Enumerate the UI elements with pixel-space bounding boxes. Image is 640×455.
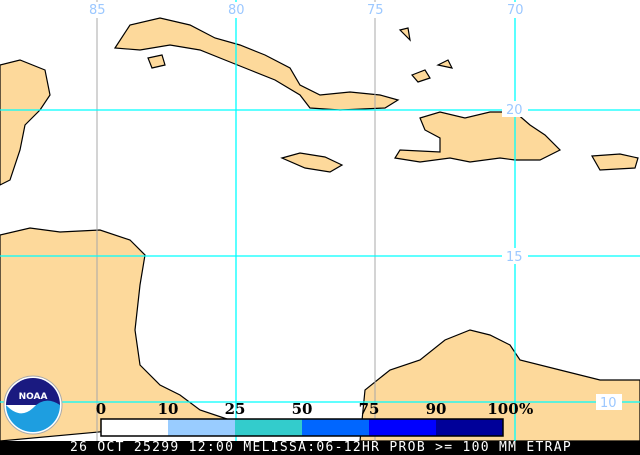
- land-bahamas: [398, 27, 454, 83]
- legend-label: 50: [292, 400, 313, 418]
- noaa-logo: NOAA: [3, 375, 63, 435]
- logo-text: NOAA: [19, 392, 48, 402]
- land-hispaniola: [394, 111, 562, 163]
- legend-label: 75: [359, 400, 380, 418]
- footer-caption: 26 OCT 25299 12:00 MELISSA:06-12HR PROB …: [0, 441, 640, 455]
- legend-swatch: [168, 419, 235, 436]
- legend-label: 25: [225, 400, 246, 418]
- lat-label: 20: [506, 103, 523, 118]
- color-legend: 0 10 25 50 75 90 100%: [96, 400, 533, 437]
- land-cuba: [113, 17, 400, 111]
- legend-label: 10: [158, 400, 179, 418]
- legend-label: 0: [96, 400, 106, 418]
- legend-swatch: [235, 419, 302, 436]
- land-puerto-rico: [591, 153, 639, 171]
- lon-label: 70: [507, 3, 524, 18]
- legend-swatch: [101, 419, 168, 436]
- lon-label: 75: [367, 3, 384, 18]
- land-south-america: [359, 329, 640, 441]
- legend-swatch: [369, 419, 436, 436]
- legend-swatch: [302, 419, 369, 436]
- legend-label: 100: [487, 400, 518, 418]
- lon-label: 80: [228, 3, 245, 18]
- legend-border: [100, 418, 504, 437]
- land-isle-of-youth: [147, 54, 166, 69]
- lat-label: 15: [506, 250, 523, 265]
- legend-unit: %: [519, 400, 533, 418]
- map-canvas: 20 15 10 85 80 75 70 0 10 25 50 75 90 100% NOA…: [0, 0, 640, 441]
- lat-label: 10: [600, 396, 617, 411]
- lon-label: 85: [89, 3, 106, 18]
- legend-swatch: [436, 419, 503, 436]
- land-yucatan: [0, 59, 51, 186]
- legend-label: 90: [426, 400, 447, 418]
- land-central-america: [0, 227, 231, 441]
- land-jamaica: [280, 152, 344, 173]
